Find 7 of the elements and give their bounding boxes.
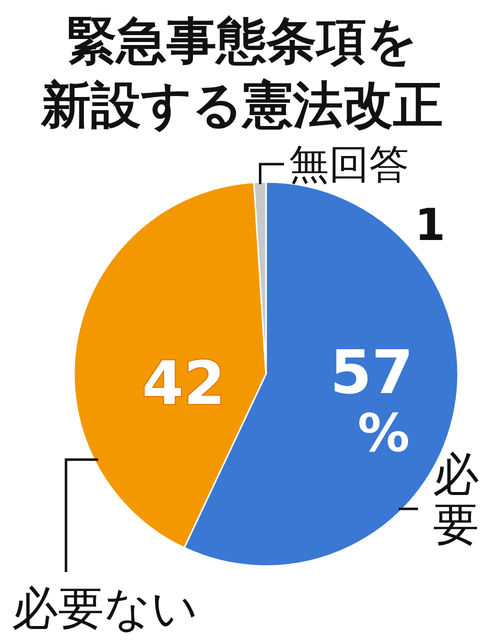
data-label: 1 [414,200,446,251]
chart-title: 緊急事態条項を新設する憲法改正 [40,12,443,134]
data-label: 42 [142,349,226,420]
slice-label: 必要 [433,447,479,551]
data-label: 57% [330,338,414,464]
slice-label: 無回答 [289,142,409,188]
slice-label: 必要ない [12,581,198,635]
